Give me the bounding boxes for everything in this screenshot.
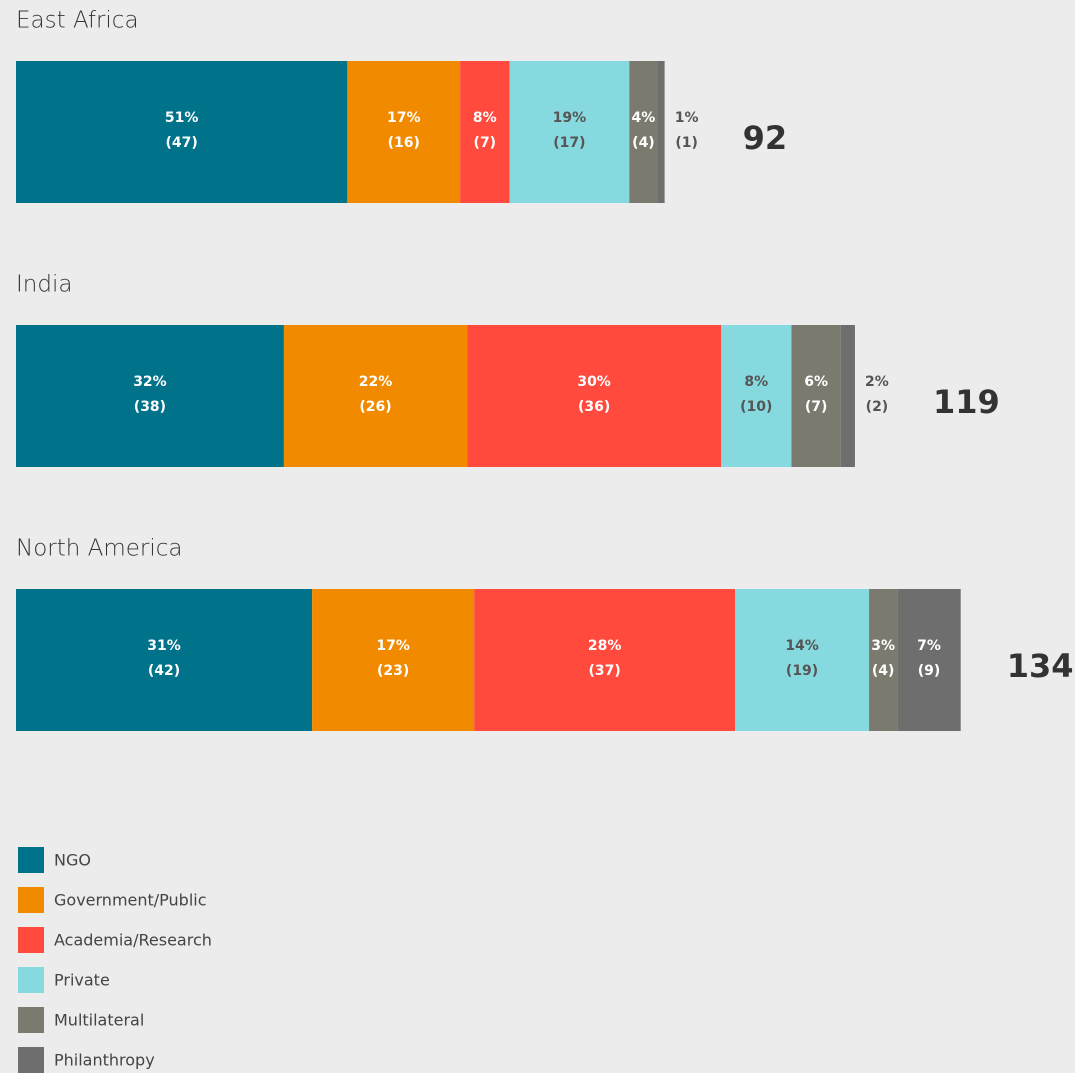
region-label: North America xyxy=(16,536,183,562)
region-label: East Africa xyxy=(16,8,139,34)
bar-segment xyxy=(312,589,475,731)
share-label: 4% xyxy=(632,110,656,126)
legend-swatch xyxy=(18,1047,44,1073)
total-label: 134 xyxy=(1007,647,1074,685)
total-label: 119 xyxy=(933,383,1000,421)
value-label: (38) xyxy=(134,399,166,415)
value-label: (7) xyxy=(474,135,497,151)
share-label: 31% xyxy=(147,638,181,654)
bar-segment xyxy=(721,325,792,467)
bar-segment xyxy=(467,325,721,467)
legend-swatch xyxy=(18,847,44,873)
bar-segment xyxy=(460,61,510,203)
value-label: (4) xyxy=(632,135,655,151)
value-label: (2) xyxy=(866,399,889,415)
bar-segment xyxy=(509,61,630,203)
legend-label: Philanthropy xyxy=(54,1051,155,1070)
share-label: 8% xyxy=(473,110,497,126)
value-label: (37) xyxy=(589,663,621,679)
legend-swatch xyxy=(18,1007,44,1033)
bar-segment xyxy=(283,325,468,467)
value-label: (7) xyxy=(805,399,828,415)
share-label: 28% xyxy=(588,638,622,654)
bar-segment xyxy=(791,325,841,467)
value-label: (42) xyxy=(148,663,180,679)
value-label: (23) xyxy=(377,663,409,679)
bar-segment xyxy=(629,61,658,203)
bar-segment xyxy=(16,325,284,467)
value-label: (10) xyxy=(740,399,772,415)
value-label: (26) xyxy=(359,399,391,415)
legend-swatch xyxy=(18,967,44,993)
total-label: 92 xyxy=(743,119,788,157)
share-label: 8% xyxy=(744,374,768,390)
value-label: (1) xyxy=(675,135,698,151)
bar-segment xyxy=(16,61,348,203)
legend-label: Government/Public xyxy=(54,891,207,910)
legend-label: Academia/Research xyxy=(54,931,212,950)
bar-segment xyxy=(347,61,461,203)
value-label: (4) xyxy=(872,663,895,679)
share-label: 14% xyxy=(785,638,819,654)
share-label: 3% xyxy=(871,638,895,654)
share-label: 22% xyxy=(359,374,393,390)
legend-label: Private xyxy=(54,971,110,990)
share-label: 17% xyxy=(376,638,410,654)
region-label: India xyxy=(16,272,72,298)
bar-segment xyxy=(474,589,736,731)
share-label: 51% xyxy=(165,110,199,126)
share-label: 32% xyxy=(133,374,167,390)
share-label: 2% xyxy=(865,374,889,390)
bar-segment xyxy=(735,589,870,731)
share-label: 7% xyxy=(917,638,941,654)
bar-segment xyxy=(657,61,665,203)
share-label: 6% xyxy=(804,374,828,390)
value-label: (16) xyxy=(388,135,420,151)
share-label: 30% xyxy=(577,374,611,390)
bar-segment xyxy=(897,589,961,731)
value-label: (19) xyxy=(786,663,818,679)
value-label: (36) xyxy=(578,399,610,415)
legend-swatch xyxy=(18,927,44,953)
value-label: (17) xyxy=(553,135,585,151)
bar-segment xyxy=(840,325,855,467)
legend-swatch xyxy=(18,887,44,913)
legend-label: NGO xyxy=(54,851,91,870)
share-label: 1% xyxy=(675,110,699,126)
value-label: (9) xyxy=(918,663,941,679)
legend-label: Multilateral xyxy=(54,1011,144,1030)
share-label: 19% xyxy=(553,110,587,126)
bar-segment xyxy=(869,589,898,731)
share-label: 17% xyxy=(387,110,421,126)
value-label: (47) xyxy=(166,135,198,151)
bar-segment xyxy=(16,589,313,731)
